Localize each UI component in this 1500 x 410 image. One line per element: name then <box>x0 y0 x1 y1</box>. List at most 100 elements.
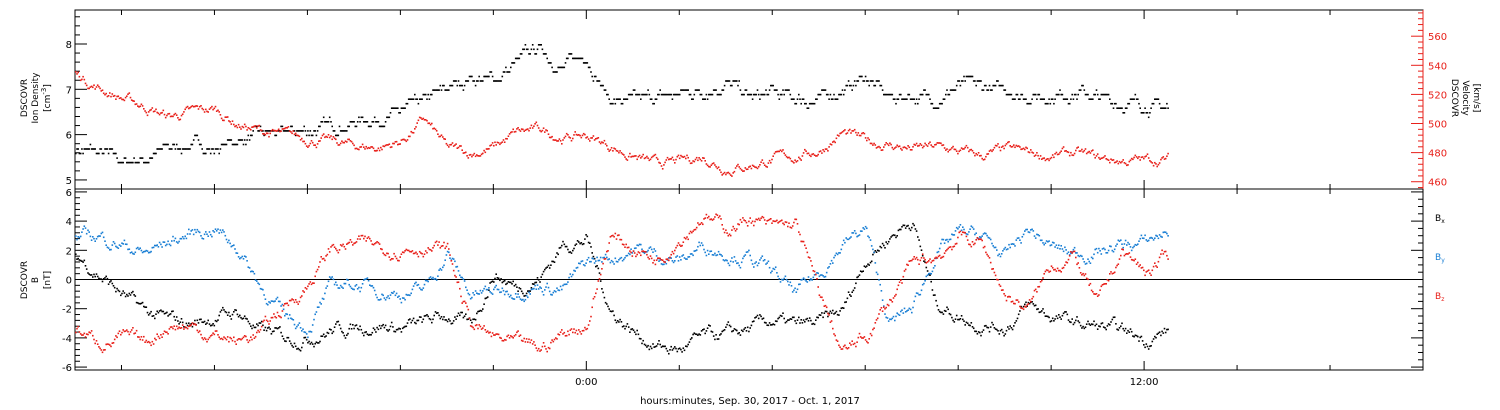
by-series-point <box>616 261 619 263</box>
bz-series-point <box>849 342 851 344</box>
density-series-point <box>341 130 343 132</box>
velocity-series-point <box>781 150 783 153</box>
bz-series-point <box>181 324 184 326</box>
velocity-series-point <box>867 137 869 139</box>
by-series-point <box>592 258 595 260</box>
bx-series-point <box>369 333 371 336</box>
density-series-point <box>572 57 574 60</box>
density-series-point <box>868 84 870 87</box>
bz-series-point <box>1003 293 1005 295</box>
by-series-point <box>92 236 94 238</box>
bz-series-point <box>411 250 414 252</box>
b-tick-label: -2 <box>62 305 72 316</box>
bz-series-point <box>316 268 319 271</box>
density-series-point <box>427 93 429 96</box>
by-series-point <box>275 298 278 300</box>
density-series-point <box>102 152 105 155</box>
density-series-point <box>789 93 792 96</box>
bz-series-point <box>1081 274 1083 276</box>
velocity-series-point <box>883 146 885 148</box>
by-series-point <box>173 239 175 242</box>
by-series-point <box>281 303 284 306</box>
bz-series-point <box>192 323 195 326</box>
bz-series-point <box>912 258 914 260</box>
by-series-point <box>520 299 523 301</box>
bz-series-point <box>551 339 553 341</box>
bz-series-point <box>246 339 248 341</box>
by-series-point <box>720 254 722 256</box>
velocity-series-point <box>586 136 589 138</box>
bx-series-point <box>580 242 583 244</box>
by-series-point <box>750 259 753 262</box>
density-series-point <box>1087 93 1089 96</box>
bz-series-point <box>584 326 586 329</box>
bz-series-point <box>841 348 844 350</box>
by-series-point <box>180 237 183 240</box>
bx-series-point <box>75 253 77 255</box>
density-series-point <box>774 89 777 91</box>
by-series-point <box>530 288 533 291</box>
density-series-point <box>872 80 874 82</box>
bz-series-point <box>951 248 953 251</box>
by-series-point <box>867 235 869 237</box>
bx-series-point <box>320 335 322 337</box>
by-series-point <box>683 257 686 259</box>
by-series-point <box>1061 248 1064 250</box>
bz-series-point <box>587 324 590 326</box>
by-series-point <box>1117 239 1120 242</box>
by-series-point <box>155 244 157 247</box>
bz-series-point <box>410 251 412 253</box>
by-series-point <box>446 250 449 253</box>
bx-series-point <box>772 323 774 325</box>
by-series-point <box>1087 258 1089 260</box>
bz-series-point <box>1009 296 1011 298</box>
by-series-point <box>799 283 801 285</box>
density-series-point <box>461 84 463 87</box>
by-series-point <box>536 284 539 286</box>
bz-series-point <box>748 220 750 223</box>
density-series-point <box>585 62 587 64</box>
bz-series-point <box>251 338 253 341</box>
by-series-point <box>331 276 333 278</box>
density-series-point <box>985 84 987 87</box>
by-series-point <box>443 264 445 267</box>
bx-series-point <box>901 226 903 228</box>
bx-series-point <box>472 318 474 321</box>
density-series-point <box>883 93 885 96</box>
velocity-series-point <box>800 159 802 161</box>
bz-series-point <box>1030 300 1032 303</box>
by-series-point <box>361 283 364 285</box>
velocity-series-point <box>328 136 331 139</box>
velocity-series-point <box>79 79 82 82</box>
density-series-point <box>835 98 838 100</box>
by-series-point <box>1163 231 1166 233</box>
velocity-series-point <box>254 125 257 127</box>
density-series-point <box>647 89 649 91</box>
bx-series-point <box>587 241 590 244</box>
by-series-point <box>825 271 828 274</box>
bz-series-point <box>996 278 998 281</box>
by-series-point <box>211 235 213 238</box>
by-series-point <box>123 239 126 242</box>
bz-series-point <box>484 329 487 331</box>
bz-series-point <box>1110 271 1112 273</box>
bz-series-point <box>510 335 512 337</box>
density-series-point <box>1059 89 1061 91</box>
density-series-point <box>155 152 157 155</box>
bx-series-point <box>929 274 931 276</box>
velocity-series-point <box>514 130 517 133</box>
density-series-point <box>256 125 258 128</box>
by-series-point <box>288 314 291 316</box>
velocity-series-point <box>163 113 166 116</box>
velocity-series-point <box>96 84 99 86</box>
bx-series-point <box>705 330 708 332</box>
bz-series-point <box>299 296 302 299</box>
velocity-series-point <box>635 155 637 157</box>
density-series-point <box>269 130 271 132</box>
bz-series-point <box>706 217 709 219</box>
velocity-series-point <box>564 135 567 138</box>
by-series-point <box>234 248 236 250</box>
by-series-point <box>428 277 431 279</box>
bx-series-point <box>640 338 642 340</box>
bx-series-point <box>245 317 247 320</box>
